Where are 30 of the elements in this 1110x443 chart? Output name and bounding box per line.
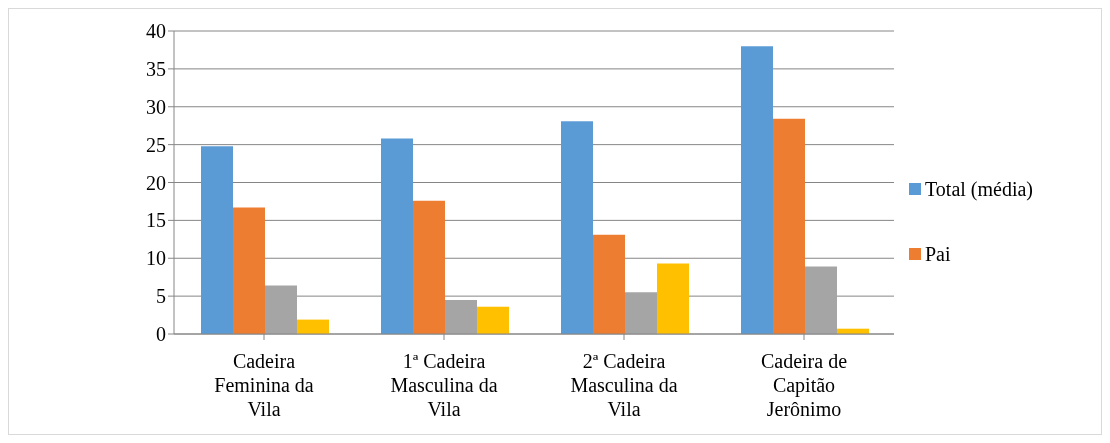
y-tick-label: 40	[146, 20, 166, 43]
x-tick-label: Cadeira Feminina da Vila	[214, 350, 314, 420]
y-tick-label: 25	[146, 133, 166, 156]
bar	[561, 121, 593, 334]
bar	[201, 146, 233, 334]
bar	[741, 46, 773, 334]
bar	[657, 263, 689, 334]
x-tick-label: 2ª Cadeira Masculina da Vila	[570, 350, 678, 420]
bar	[477, 306, 509, 334]
y-tick-label: 30	[146, 95, 166, 118]
y-tick-label: 35	[146, 57, 166, 80]
y-tick-label: 5	[156, 285, 166, 308]
bar	[233, 207, 265, 334]
bar	[265, 285, 297, 334]
y-tick-label: 15	[146, 209, 166, 232]
bar	[805, 266, 837, 334]
y-tick-label: 20	[146, 171, 166, 194]
bar	[413, 200, 445, 334]
bar	[625, 292, 657, 334]
legend-label: Total (média)	[925, 177, 1033, 201]
bar	[297, 319, 329, 334]
y-tick-label: 10	[146, 247, 166, 270]
bar	[445, 299, 477, 334]
bar	[773, 118, 805, 334]
bar	[593, 234, 625, 334]
bar	[381, 138, 413, 334]
legend-label: Pai	[925, 242, 951, 266]
x-tick-label: 1ª Cadeira Masculina da Vila	[390, 350, 498, 420]
y-tick-label: 0	[156, 323, 166, 346]
x-tick-label: Cadeira de Capitão Jerônimo	[760, 350, 848, 420]
